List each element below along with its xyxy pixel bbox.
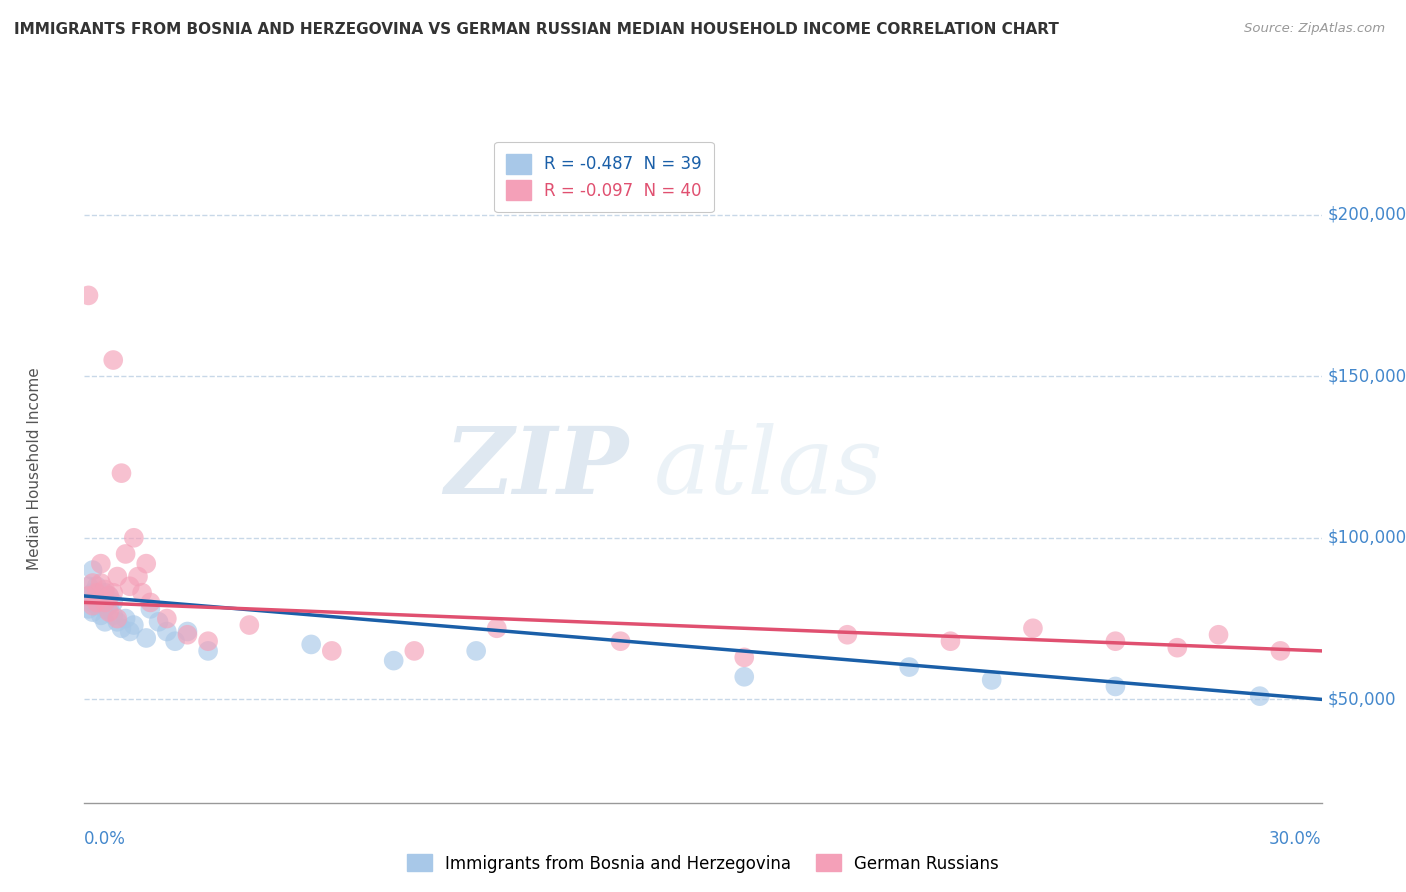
Text: 30.0%: 30.0%: [1270, 830, 1322, 847]
Text: IMMIGRANTS FROM BOSNIA AND HERZEGOVINA VS GERMAN RUSSIAN MEDIAN HOUSEHOLD INCOME: IMMIGRANTS FROM BOSNIA AND HERZEGOVINA V…: [14, 22, 1059, 37]
Text: ZIP: ZIP: [444, 424, 628, 513]
Point: [733, 650, 755, 665]
Point: [1104, 634, 1126, 648]
Point: [98, 605, 121, 619]
Text: $50,000: $50,000: [1327, 690, 1396, 708]
Point: [82, 599, 104, 613]
Point: [90, 576, 112, 591]
Point: [103, 608, 125, 623]
Point: [148, 615, 170, 629]
Point: [135, 631, 157, 645]
Point: [110, 466, 132, 480]
Point: [86, 585, 108, 599]
Point: [103, 585, 125, 599]
Point: [156, 624, 179, 639]
Text: 0.0%: 0.0%: [84, 830, 127, 847]
Point: [77, 589, 100, 603]
Text: Source: ZipAtlas.com: Source: ZipAtlas.com: [1244, 22, 1385, 36]
Point: [939, 634, 962, 648]
Point: [382, 654, 405, 668]
Point: [105, 611, 128, 625]
Point: [1249, 689, 1271, 703]
Point: [980, 673, 1002, 687]
Point: [86, 579, 108, 593]
Text: atlas: atlas: [654, 424, 883, 513]
Point: [98, 589, 121, 603]
Point: [1022, 621, 1045, 635]
Point: [118, 624, 141, 639]
Point: [110, 621, 132, 635]
Point: [86, 599, 108, 613]
Point: [90, 608, 112, 623]
Point: [465, 644, 488, 658]
Text: Median Household Income: Median Household Income: [27, 367, 42, 570]
Point: [82, 563, 104, 577]
Point: [114, 611, 136, 625]
Point: [898, 660, 921, 674]
Point: [197, 634, 219, 648]
Point: [94, 585, 117, 599]
Point: [156, 611, 179, 625]
Point: [197, 644, 219, 658]
Point: [299, 637, 322, 651]
Text: $200,000: $200,000: [1327, 205, 1406, 224]
Point: [139, 595, 162, 609]
Point: [98, 589, 121, 603]
Point: [118, 579, 141, 593]
Point: [77, 579, 100, 593]
Point: [94, 582, 117, 597]
Point: [82, 576, 104, 591]
Point: [1208, 628, 1230, 642]
Point: [82, 585, 104, 599]
Point: [238, 618, 260, 632]
Point: [404, 644, 426, 658]
Point: [837, 628, 859, 642]
Point: [1104, 680, 1126, 694]
Point: [609, 634, 631, 648]
Point: [77, 288, 100, 302]
Point: [122, 531, 145, 545]
Text: $100,000: $100,000: [1327, 529, 1406, 547]
Point: [105, 615, 128, 629]
Legend: R = -0.487  N = 39, R = -0.097  N = 40: R = -0.487 N = 39, R = -0.097 N = 40: [495, 142, 714, 212]
Point: [77, 589, 100, 603]
Point: [94, 615, 117, 629]
Point: [176, 624, 198, 639]
Point: [77, 602, 100, 616]
Point: [122, 618, 145, 632]
Point: [94, 602, 117, 616]
Point: [98, 599, 121, 613]
Point: [90, 595, 112, 609]
Point: [176, 628, 198, 642]
Point: [103, 595, 125, 609]
Point: [131, 585, 153, 599]
Point: [105, 569, 128, 583]
Point: [127, 569, 149, 583]
Point: [103, 353, 125, 368]
Legend: Immigrants from Bosnia and Herzegovina, German Russians: Immigrants from Bosnia and Herzegovina, …: [401, 847, 1005, 880]
Point: [321, 644, 343, 658]
Point: [86, 589, 108, 603]
Point: [94, 595, 117, 609]
Point: [86, 595, 108, 609]
Text: $150,000: $150,000: [1327, 368, 1406, 385]
Point: [165, 634, 187, 648]
Point: [485, 621, 508, 635]
Point: [90, 557, 112, 571]
Point: [135, 557, 157, 571]
Point: [1166, 640, 1188, 655]
Point: [1270, 644, 1292, 658]
Point: [82, 605, 104, 619]
Point: [82, 595, 104, 609]
Point: [114, 547, 136, 561]
Point: [733, 670, 755, 684]
Point: [139, 602, 162, 616]
